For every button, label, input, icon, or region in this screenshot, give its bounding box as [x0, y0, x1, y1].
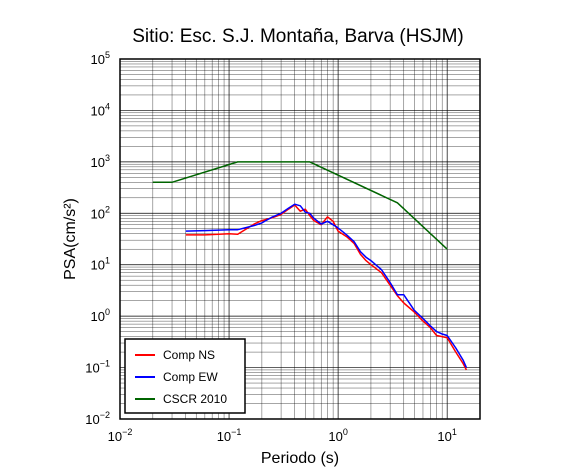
- legend-label-1: Comp EW: [163, 370, 218, 384]
- series-line-2: [152, 161, 448, 250]
- x-tick-label: 101: [437, 427, 456, 444]
- series-line-1: [185, 203, 468, 368]
- y-axis-label: PSA(cm/s²): [62, 198, 79, 280]
- series-layer: [152, 161, 468, 371]
- y-tick-label: 104: [91, 101, 110, 118]
- chart-title: Sitio: Esc. S.J. Montaña, Barva (HSJM): [132, 26, 464, 47]
- x-tick-label: 100: [328, 427, 347, 444]
- legend: Comp NS Comp EW CSCR 2010: [124, 338, 246, 414]
- y-tick-label: 100: [91, 307, 110, 324]
- y-tick-label: 103: [91, 153, 110, 170]
- x-axis-label: Periodo (s): [261, 450, 339, 467]
- y-tick-label: 10−2: [85, 410, 110, 427]
- y-tick-label: 101: [91, 256, 110, 273]
- y-tick-label: 10−1: [85, 359, 110, 376]
- x-tick-label: 10−1: [217, 427, 242, 444]
- legend-label-0: Comp NS: [163, 348, 215, 362]
- y-tick-label: 105: [91, 50, 110, 67]
- plot-frame: [119, 58, 481, 420]
- y-tick-label: 102: [91, 204, 110, 221]
- x-tick-labels: 10−2 10−1 100 101: [108, 427, 457, 444]
- y-tick-labels: 10−2 10−1 100 101 102 103 104 105: [85, 50, 110, 427]
- x-tick-label: 10−2: [108, 427, 133, 444]
- legend-label-2: CSCR 2010: [163, 392, 227, 406]
